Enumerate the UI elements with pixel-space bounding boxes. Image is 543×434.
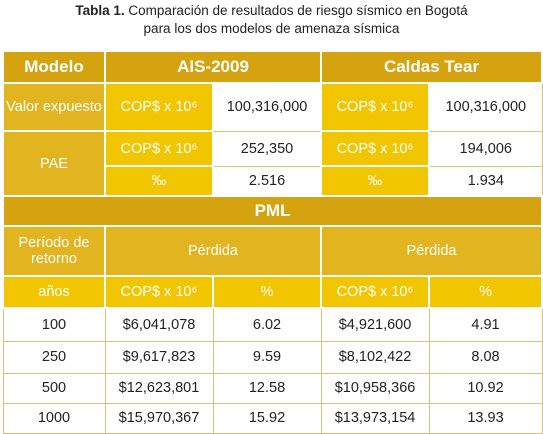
data-row: 1000 $15,970,367 15.92 $13,973,154 13.93 <box>2 402 543 434</box>
value-cell: 10.92 <box>428 372 543 404</box>
unit-cell: COP$ x 10⁶ <box>104 82 214 132</box>
caption-line: Tabla 1. Comparación de resultados de ri… <box>0 2 543 20</box>
units-row: años COP$ x 10⁶% COP$ x 10⁶% <box>2 275 543 309</box>
row-label: PAE <box>2 130 106 197</box>
value-cell: 252,350 <box>212 130 322 167</box>
row-label: Valor expuesto <box>2 82 106 132</box>
group-header: Pérdida <box>320 225 543 277</box>
value-cell: 100 <box>2 307 106 342</box>
value-cell: 4.91 <box>428 307 543 342</box>
value-cell: 12.58 <box>212 372 322 404</box>
value-cell: 9.59 <box>212 340 322 374</box>
unit-cell: COP$ x 10⁶ <box>104 275 214 309</box>
results-table: Modelo AIS-2009 Caldas Tear Valor expues… <box>1 50 543 434</box>
value-cell: $10,958,366 <box>320 372 430 404</box>
value-cell: 194,006 <box>428 130 543 167</box>
caption-text: Comparación de resultados de riesgo sísm… <box>128 3 468 18</box>
caption: Tabla 1. Comparación de resultados de ri… <box>0 2 543 38</box>
value-cell: 15.92 <box>212 402 322 434</box>
caption-text: para los dos modelos de amenaza sísmica <box>143 21 400 36</box>
value-cell: 100,316,000 <box>212 82 322 132</box>
value-cell: 2.516 <box>212 165 322 197</box>
header-cell: Caldas Tear <box>320 50 543 84</box>
value-cell: 250 <box>2 340 106 374</box>
group-header: Pérdida <box>103 225 323 277</box>
value-cell: $13,973,154 <box>320 402 430 434</box>
unit-cell: % <box>211 275 323 309</box>
value-cell: 1.934 <box>428 165 543 197</box>
unit-cell: COP$ x 10⁶ <box>320 82 431 132</box>
value-cell: $15,970,367 <box>104 402 214 434</box>
caption-label: Tabla 1. <box>75 3 125 18</box>
unit-cell: COP$ x 10⁶ <box>104 130 214 167</box>
value-cell: 6.02 <box>212 307 322 342</box>
section-header: PML <box>1 195 543 227</box>
unit-cell: COP$ x 10⁶ <box>320 130 431 167</box>
unit-cell: ‰ <box>320 165 431 197</box>
data-row: 250 $9,617,823 9.59 $8,102,422 8.08 <box>2 340 543 374</box>
value-cell: 500 <box>2 372 106 404</box>
value-cell: $12,623,801 <box>104 372 214 404</box>
data-row: 100 $6,041,078 6.02 $4,921,600 4.91 <box>2 307 543 342</box>
header-cell: Modelo <box>2 50 106 84</box>
data-row: 500 $12,623,801 12.58 $10,958,366 10.92 <box>2 372 543 404</box>
unit-cell: ‰ <box>104 165 214 197</box>
unit-cell: COP$ x 10⁶ <box>320 275 431 309</box>
row-label: Período de retorno <box>2 225 106 277</box>
unit-cell: % <box>428 275 543 309</box>
value-cell: $9,617,823 <box>104 340 214 374</box>
value-cell: $4,921,600 <box>320 307 430 342</box>
value-cell: 8.08 <box>428 340 543 374</box>
value-cell: 100,316,000 <box>428 82 543 132</box>
value-cell: 1000 <box>2 402 106 434</box>
unit-cell: años <box>2 275 106 309</box>
value-cell: 13.93 <box>428 402 543 434</box>
header-cell: AIS-2009 <box>103 50 323 84</box>
value-cell: $8,102,422 <box>320 340 430 374</box>
value-cell: $6,041,078 <box>104 307 214 342</box>
